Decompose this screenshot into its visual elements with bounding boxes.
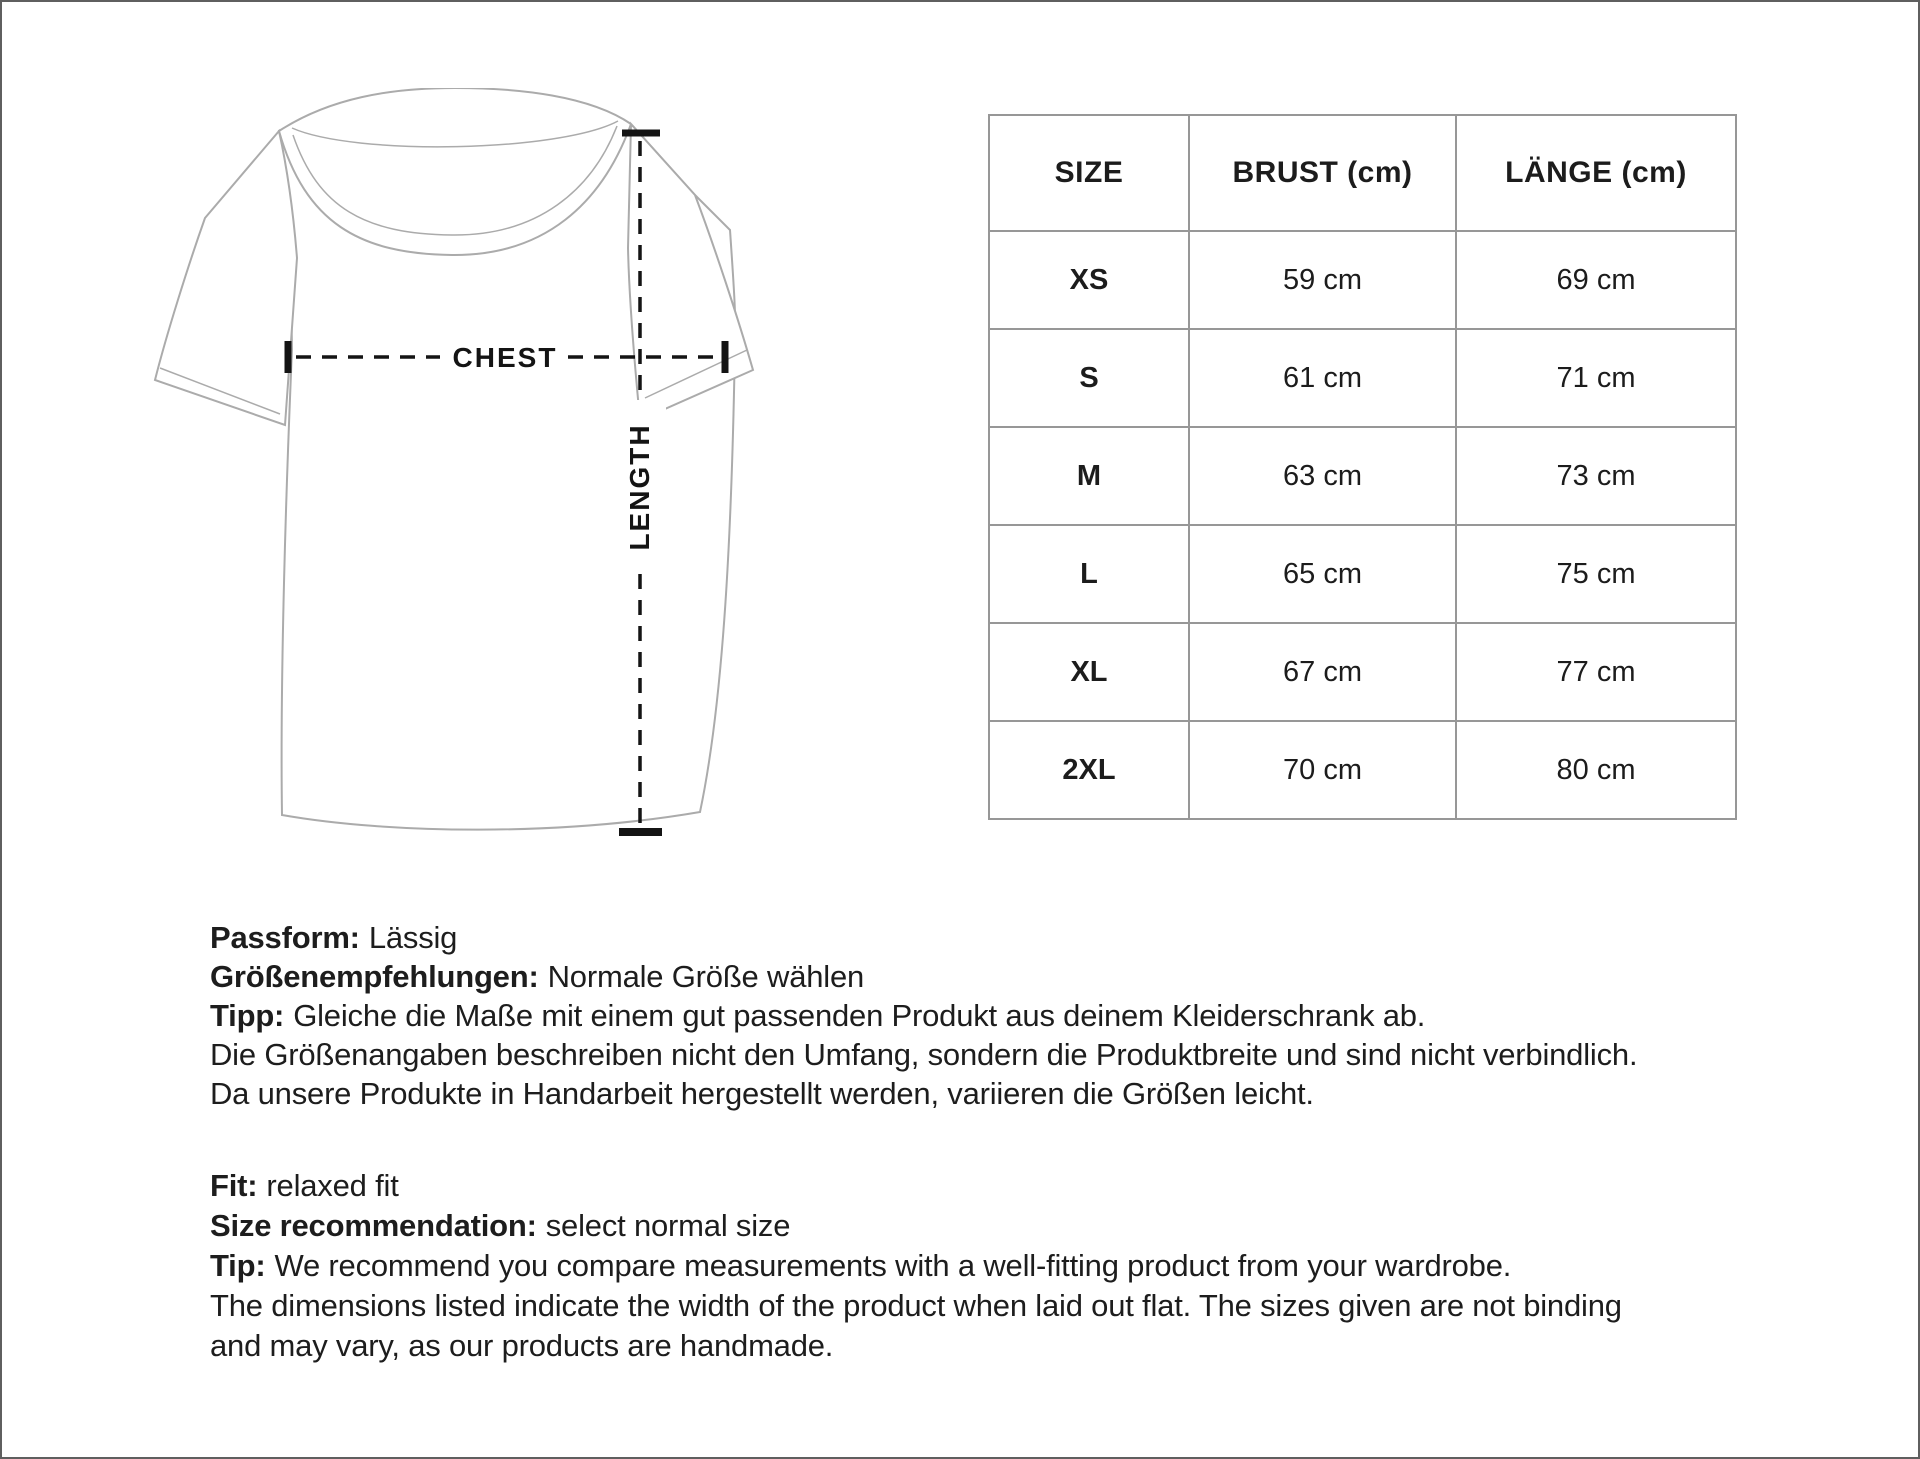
empfehlung-value: Normale Größe wählen (547, 959, 865, 994)
tip-label: Tip: (210, 1248, 266, 1283)
left-sleeve-fold-line (159, 367, 281, 415)
right-sleeve-fold-line (644, 349, 748, 399)
cell-size: XL (988, 622, 1190, 722)
tshirt-left-sleeve (153, 128, 299, 427)
fit-line: Fit: relaxed fit (210, 1166, 1622, 1206)
tipp-label: Tipp: (210, 998, 285, 1033)
tipp-line: Tipp: Gleiche die Maße mit einem gut pass… (210, 996, 1637, 1035)
collar-outer-edge (278, 123, 632, 257)
tipp-value: Gleiche die Maße mit einem gut passenden… (293, 998, 1426, 1033)
collar-inner-edge (292, 125, 618, 236)
cell-brust: 63 cm (1188, 426, 1457, 526)
cell-brust: 61 cm (1188, 328, 1457, 428)
recommendation-label: Size recommendation: (210, 1208, 537, 1243)
table-row-2xl: 2XL 70 cm 80 cm (988, 720, 1737, 820)
cell-size: 2XL (988, 720, 1190, 820)
cell-size: L (988, 524, 1190, 624)
table-row-l: L 65 cm 75 cm (988, 524, 1737, 624)
size-table-header-row: SIZE BRUST (cm) LÄNGE (cm) (988, 114, 1737, 232)
cell-brust: 59 cm (1188, 230, 1457, 330)
cell-laenge: 69 cm (1455, 230, 1737, 330)
de-note-line-1: Die Größenangaben beschreiben nicht den … (210, 1037, 1638, 1072)
collar-back-line (291, 120, 619, 148)
passform-label: Passform: (210, 920, 360, 955)
cell-laenge: 80 cm (1455, 720, 1737, 820)
cell-size: S (988, 328, 1190, 428)
en-note-line-2: and may vary, as our products are handma… (210, 1328, 834, 1363)
table-row-xs: XS 59 cm 69 cm (988, 230, 1737, 330)
cell-size: XS (988, 230, 1190, 330)
empfehlung-label: Größenempfehlungen: (210, 959, 539, 994)
collar-top-edge (278, 86, 632, 132)
cell-brust: 67 cm (1188, 622, 1457, 722)
passform-value: Lässig (368, 920, 458, 955)
length-label-backing (614, 400, 666, 574)
tshirt-measurement-diagram: CHEST LENGTH (140, 86, 760, 848)
header-brust: BRUST (cm) (1188, 114, 1457, 232)
tip-line: Tip: We recommend you compare measurement… (210, 1246, 1622, 1286)
recommendation-line: Size recommendation: select normal size (210, 1206, 1622, 1246)
tshirt-right-sleeve (626, 121, 755, 422)
chest-label: CHEST (453, 342, 558, 373)
de-note-line-2: Da unsere Produkte in Handarbeit hergest… (210, 1076, 1314, 1111)
cell-laenge: 73 cm (1455, 426, 1737, 526)
tshirt-drawing: CHEST LENGTH (153, 86, 755, 836)
en-note-line-1: The dimensions listed indicate the width… (210, 1288, 1622, 1323)
length-label: LENGTH (624, 423, 655, 550)
fit-info-english: Fit: relaxed fit Size recommendation: sele… (210, 1166, 1622, 1366)
table-row-m: M 63 cm 73 cm (988, 426, 1737, 526)
table-row-xl: XL 67 cm 77 cm (988, 622, 1737, 722)
fit-info-german: Passform: Lässig Größenempfehlungen: Norma… (210, 918, 1638, 1113)
fit-value: relaxed fit (266, 1168, 399, 1203)
fit-label: Fit: (210, 1168, 258, 1203)
recommendation-value: select normal size (545, 1208, 791, 1243)
passform-line: Passform: Lässig (210, 918, 1637, 957)
cell-brust: 70 cm (1188, 720, 1457, 820)
size-table: SIZE BRUST (cm) LÄNGE (cm) XS 59 cm 69 c… (988, 114, 1737, 820)
header-size: SIZE (988, 114, 1190, 232)
cell-laenge: 75 cm (1455, 524, 1737, 624)
empfehlung-line: Größenempfehlungen: Normale Größe wählen (210, 957, 1637, 996)
table-row-s: S 61 cm 71 cm (988, 328, 1737, 428)
cell-laenge: 77 cm (1455, 622, 1737, 722)
cell-laenge: 71 cm (1455, 328, 1737, 428)
cell-brust: 65 cm (1188, 524, 1457, 624)
cell-size: M (988, 426, 1190, 526)
header-laenge: LÄNGE (cm) (1455, 114, 1737, 232)
tip-value: We recommend you compare measurements wi… (274, 1248, 1512, 1283)
